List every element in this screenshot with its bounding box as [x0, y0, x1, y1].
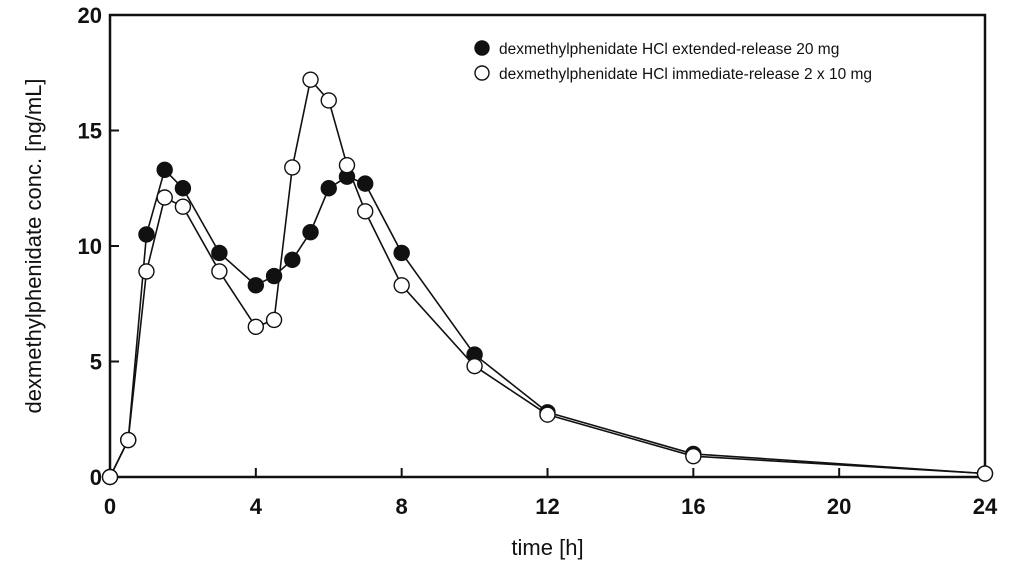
series-2-point [302, 71, 319, 88]
legend-label: dexmethylphenidate HCl extended-release … [499, 41, 839, 58]
x-tick-label: 12 [535, 494, 559, 519]
series-2-point [156, 189, 173, 206]
series-2-point [685, 448, 702, 465]
x-axis-ticks: 0 4 8 12 16 20 24 [104, 468, 998, 519]
x-tick-label: 8 [396, 494, 408, 519]
series-layer [101, 71, 994, 486]
series-1-point [247, 277, 265, 294]
series-1-point [393, 244, 410, 262]
series-2-point [138, 263, 155, 280]
y-axis-ticks: 0 5 10 15 20 [78, 3, 119, 490]
legend: dexmethylphenidate HCl extended-release … [474, 40, 872, 83]
series-1-point [156, 161, 173, 178]
legend-marker [474, 65, 490, 81]
series-1-point [174, 180, 192, 197]
series-2-point [265, 311, 283, 329]
legend-marker [474, 40, 490, 56]
series-2-point [211, 263, 228, 280]
x-tick-label: 0 [104, 494, 116, 519]
series-2-point [466, 357, 483, 375]
series-1-point [211, 244, 228, 262]
y-tick-label: 5 [90, 350, 102, 375]
series-2-point [320, 92, 337, 109]
series-1 [101, 161, 994, 486]
series-2-point [174, 198, 192, 215]
series-1-point [357, 175, 374, 192]
series-1-point [320, 180, 337, 197]
series-1-point [265, 267, 283, 285]
x-axis-title: time [h] [511, 535, 583, 560]
series-2-point [357, 203, 374, 220]
series-1-point [302, 223, 319, 241]
series-2-point [976, 465, 994, 482]
series-2-point [539, 406, 556, 423]
series-1-point [284, 251, 301, 269]
series-1-point [138, 226, 155, 243]
x-tick-label: 24 [973, 494, 998, 519]
series-2 [101, 71, 994, 486]
series-2-point [247, 318, 265, 336]
x-tick-label: 4 [250, 494, 263, 519]
series-2-point [284, 159, 301, 176]
legend-label: dexmethylphenidate HCl immediate-release… [499, 66, 872, 83]
x-tick-label: 16 [681, 494, 705, 519]
series-2-point [120, 431, 137, 449]
x-tick-label: 20 [827, 494, 851, 519]
y-tick-label: 10 [78, 234, 102, 259]
series-2-line [109, 77, 986, 478]
y-tick-label: 20 [78, 3, 102, 28]
series-2-point [101, 468, 119, 486]
y-tick-label: 0 [90, 465, 102, 490]
series-1-line [109, 168, 986, 478]
y-axis-title: dexmethylphenidate conc. [ng/mL] [21, 78, 46, 413]
y-tick-label: 15 [78, 119, 102, 144]
series-2-point [338, 156, 356, 174]
series-2-point [393, 277, 410, 294]
